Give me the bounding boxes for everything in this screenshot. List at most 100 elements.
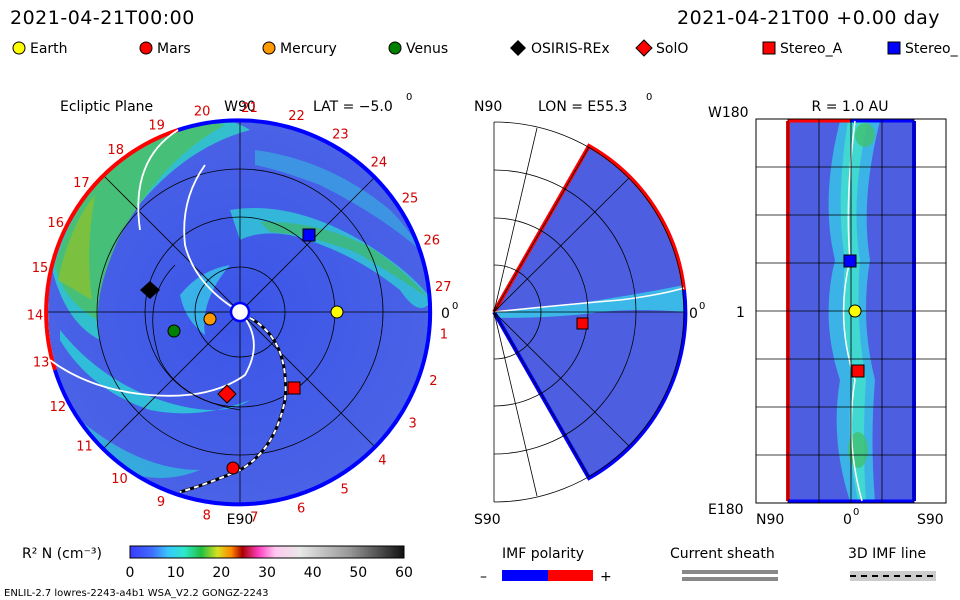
legend-label: Stereo_: [905, 41, 959, 57]
legend-label: SolO: [656, 41, 688, 57]
date-right: 2021-04-21T00 +0.00 day: [677, 7, 940, 29]
radial-mid-label: 1: [736, 305, 745, 321]
colorbar-label: R² N (cm⁻³): [22, 546, 102, 562]
carrington-label: 26: [424, 234, 441, 249]
carrington-label: 15: [32, 261, 49, 276]
legend-stereo-b: Stereo_: [887, 41, 959, 57]
meridional-right-label: 0: [689, 306, 698, 322]
footer-model-info: ENLIL-2.7 lowres-2243-a4b1 WSA_V2.2 GONG…: [4, 588, 269, 599]
mars-marker-icon: [139, 41, 153, 55]
carrington-label: 13: [33, 356, 50, 371]
stereo-a-position-icon: [287, 381, 301, 395]
osiris-rex-position-icon: [140, 281, 160, 299]
legend-label: Earth: [30, 41, 68, 57]
carrington-label: 10: [111, 472, 128, 487]
degree-mark: 0: [646, 92, 652, 103]
meridional-top-label: N90: [474, 99, 502, 115]
current-sheath-swatch: [682, 570, 778, 574]
carrington-label: 24: [371, 155, 388, 170]
colorbar-tick-label: 40: [304, 565, 322, 581]
ecliptic-panel: Ecliptic Plane W90 LAT = −5.0 0: [27, 92, 459, 528]
colorbar-tick-label: 0: [126, 565, 135, 581]
legend-label: OSIRIS-REx: [531, 41, 610, 57]
earth-marker-icon: [12, 41, 26, 55]
carrington-label: 25: [402, 191, 419, 206]
carrington-label: 11: [76, 440, 93, 455]
carrington-label: 20: [194, 105, 211, 120]
radial-x-label-s90: S90: [917, 512, 944, 528]
meridional-bottom-label: S90: [474, 512, 501, 528]
ecliptic-right-label: 0: [441, 306, 450, 322]
carrington-label: 9: [157, 495, 165, 510]
osiris-rex-marker-icon: [510, 40, 526, 56]
degree-mark: 0: [406, 92, 412, 103]
radial-grid: [756, 119, 946, 503]
carrington-label: 16: [47, 216, 64, 231]
legend-stereo-a: Stereo_A: [762, 41, 843, 57]
legend: Earth Mars Mercury Venus OSIRIS-REx SolO…: [12, 39, 959, 57]
carrington-label: 21: [241, 101, 258, 116]
imf-line-label: 3D IMF line: [848, 546, 926, 562]
mars-position-icon: [226, 461, 240, 475]
legend-label: Venus: [406, 41, 448, 57]
negative-polarity-swatch: [502, 570, 548, 581]
legend-label: Stereo_A: [780, 41, 843, 57]
stereo-a-position-icon: [851, 364, 865, 378]
ecliptic-top-label: W90: [224, 99, 256, 115]
meridional-panel: N90 LON = E55.3 0 S90 0 0: [474, 92, 705, 528]
imf-line-legend: 3D IMF line: [848, 546, 936, 581]
stereo-b-position-icon: [843, 254, 857, 268]
sun-icon: [229, 301, 251, 323]
stereo-a-position-icon: [576, 317, 589, 330]
stereo-b-position-icon: [302, 228, 316, 242]
colorbar: R² N (cm⁻³) 0 10 20 30 40 50 60: [22, 545, 413, 581]
radial-r-text: R = 1.0 AU: [812, 99, 889, 115]
imf-polarity-label: IMF polarity: [502, 546, 584, 562]
colorbar-tick-label: 20: [212, 565, 230, 581]
carrington-label: 4: [378, 454, 386, 469]
carrington-label: 27: [435, 280, 452, 295]
earth-position-icon: [848, 304, 862, 318]
carrington-label: 14: [27, 308, 44, 323]
venus-position-icon: [167, 324, 181, 338]
colorbar-tick-label: 10: [167, 565, 185, 581]
legend-mercury: Mercury: [262, 41, 337, 57]
venus-marker-icon: [388, 41, 402, 55]
solo-marker-icon: [635, 39, 653, 57]
positive-polarity-swatch: [548, 570, 593, 581]
carrington-label: 17: [73, 176, 90, 191]
carrington-label: 1: [440, 327, 448, 342]
legend-venus: Venus: [388, 41, 448, 57]
earth-position-icon: [330, 305, 344, 319]
carrington-label: 7: [250, 511, 258, 526]
current-sheath-label: Current sheath: [670, 546, 775, 562]
carrington-label: 8: [203, 508, 211, 523]
solo-position-icon: [217, 384, 237, 404]
carrington-label: 23: [332, 127, 349, 142]
degree-mark: 0: [699, 301, 705, 312]
carrington-label: 19: [148, 119, 165, 134]
carrington-label: 22: [288, 109, 305, 124]
legend-osiris-rex: OSIRIS-REx: [510, 40, 610, 57]
carrington-label: 2: [429, 374, 437, 389]
radial-panel: R = 1.0 AU W180 E180 1: [708, 99, 947, 528]
ecliptic-lat-text: LAT = −5.0: [313, 99, 393, 115]
carrington-label: 12: [50, 400, 67, 415]
mercury-marker-icon: [262, 41, 276, 55]
stereo-b-marker-icon: [887, 41, 901, 55]
radial-x-label-n90: N90: [756, 512, 784, 528]
legend-label: Mars: [157, 41, 191, 57]
radial-x-label-0: 0: [843, 512, 852, 528]
mercury-position-icon: [203, 312, 217, 326]
legend-earth: Earth: [12, 41, 68, 57]
carrington-label: 18: [107, 143, 124, 158]
colorbar-tick-label: 50: [349, 565, 367, 581]
carrington-label: 6: [297, 502, 305, 517]
radial-top-label: W180: [708, 105, 749, 121]
carrington-label: 5: [340, 482, 348, 497]
legend-mars: Mars: [139, 41, 191, 57]
imf-polarity-minus: –: [480, 569, 487, 585]
degree-mark: 0: [452, 301, 458, 312]
